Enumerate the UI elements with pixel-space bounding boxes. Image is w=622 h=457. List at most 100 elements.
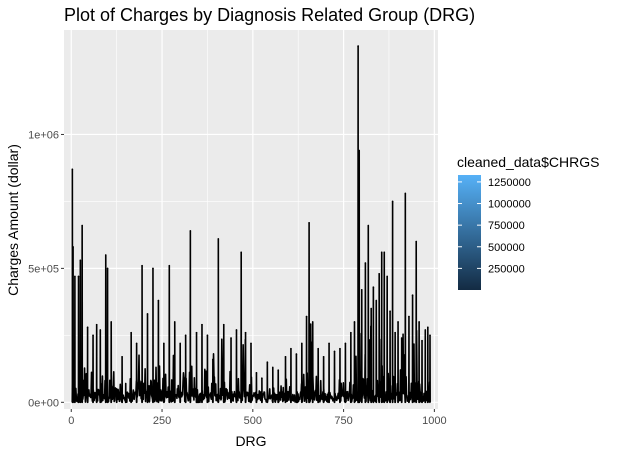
data-point (404, 192, 407, 195)
data-point (71, 168, 74, 171)
x-axis-ticks: 0 250 500 750 1000 (68, 409, 447, 427)
data-point (74, 275, 76, 278)
data-point (394, 331, 396, 334)
data-point (95, 323, 98, 326)
y-tick-label: 0e+00 (28, 397, 59, 409)
data-point (255, 372, 258, 374)
data-point (360, 289, 363, 291)
y-axis-ticks: 0e+00 5e+05 1e+06 (28, 129, 64, 409)
x-tick-label: 750 (334, 415, 352, 427)
data-point (411, 294, 414, 296)
data-point (92, 334, 94, 337)
data-point (135, 342, 138, 345)
data-point (317, 347, 319, 350)
data-point (157, 299, 160, 302)
legend-label: 1250000 (488, 177, 531, 189)
data-point (311, 321, 314, 323)
data-point (295, 353, 298, 355)
data-point (383, 251, 386, 254)
legend-title: cleaned_data$CHRGS (457, 154, 599, 170)
chart-title: Plot of Charges by Diagnosis Related Gro… (64, 5, 475, 25)
data-point (344, 342, 347, 345)
data-point (408, 315, 410, 318)
data-point (358, 149, 361, 152)
data-point (328, 342, 330, 345)
major-gridlines (64, 30, 438, 409)
legend-label: 250000 (488, 263, 525, 275)
color-legend: cleaned_data$CHRGS 1250000 1000000 750000 5… (457, 154, 599, 290)
data-point (141, 264, 143, 267)
minor-gridlines (64, 30, 438, 409)
legend-colorbar (458, 175, 481, 290)
data-point (146, 313, 149, 315)
legend-label: 1000000 (488, 199, 531, 211)
data-point (290, 347, 292, 350)
data-point (168, 264, 171, 267)
data-point (372, 286, 375, 288)
data-point (339, 347, 341, 350)
data-point (391, 200, 394, 203)
data-point (222, 323, 225, 326)
data-point (277, 369, 280, 371)
x-axis-title: DRG (235, 433, 266, 449)
data-point (201, 323, 203, 326)
data-point (104, 254, 107, 256)
y-axis-title: Charges Amount (dollar) (5, 144, 21, 296)
x-tick-label: 500 (244, 415, 262, 427)
data-point (380, 251, 383, 254)
data-point (217, 238, 220, 240)
data-point (115, 388, 118, 390)
data-point (386, 275, 388, 278)
data-point (418, 321, 420, 323)
data-point (244, 331, 247, 334)
data-point (415, 240, 418, 243)
data-point (261, 377, 263, 379)
data-point (130, 331, 132, 334)
data-point (86, 326, 89, 329)
data-point (250, 342, 252, 345)
data-point (357, 45, 359, 47)
data-point (364, 262, 367, 264)
data-point (429, 334, 431, 337)
data-point (72, 246, 74, 248)
data-point (353, 321, 356, 323)
data-point (184, 334, 187, 337)
y-tick-label: 5e+05 (28, 263, 59, 275)
data-point (322, 355, 325, 358)
data-point (124, 382, 127, 385)
data-point (163, 342, 165, 345)
data-point (179, 342, 181, 345)
legend-label: 750000 (488, 220, 525, 232)
data-point (397, 321, 399, 323)
data-point (301, 342, 303, 345)
data-point (235, 329, 238, 331)
data-point (206, 334, 209, 337)
data-point (400, 337, 403, 339)
data-point (370, 307, 372, 310)
data-point (350, 331, 352, 334)
data-point (230, 337, 232, 339)
data-point (152, 267, 154, 270)
data-point (106, 267, 109, 270)
x-tick-label: 250 (153, 415, 171, 427)
data-point (271, 366, 274, 369)
legend-ticks: 1250000 1000000 750000 500000 250000 (458, 177, 531, 275)
data-point (308, 222, 310, 224)
y-tick-label: 1e+06 (28, 129, 59, 141)
charges-series-line (71, 45, 431, 404)
data-point (284, 355, 287, 358)
data-point (305, 315, 308, 318)
data-point (99, 329, 102, 331)
data-point (79, 259, 82, 262)
data-point (240, 251, 242, 254)
data-point (173, 321, 176, 323)
data-point (375, 299, 378, 302)
data-point (121, 355, 123, 358)
x-tick-label: 1000 (422, 415, 446, 427)
data-point (424, 329, 427, 331)
data-point (110, 321, 113, 323)
data-point (421, 339, 423, 342)
data-point (212, 358, 214, 361)
data-point (427, 326, 429, 329)
